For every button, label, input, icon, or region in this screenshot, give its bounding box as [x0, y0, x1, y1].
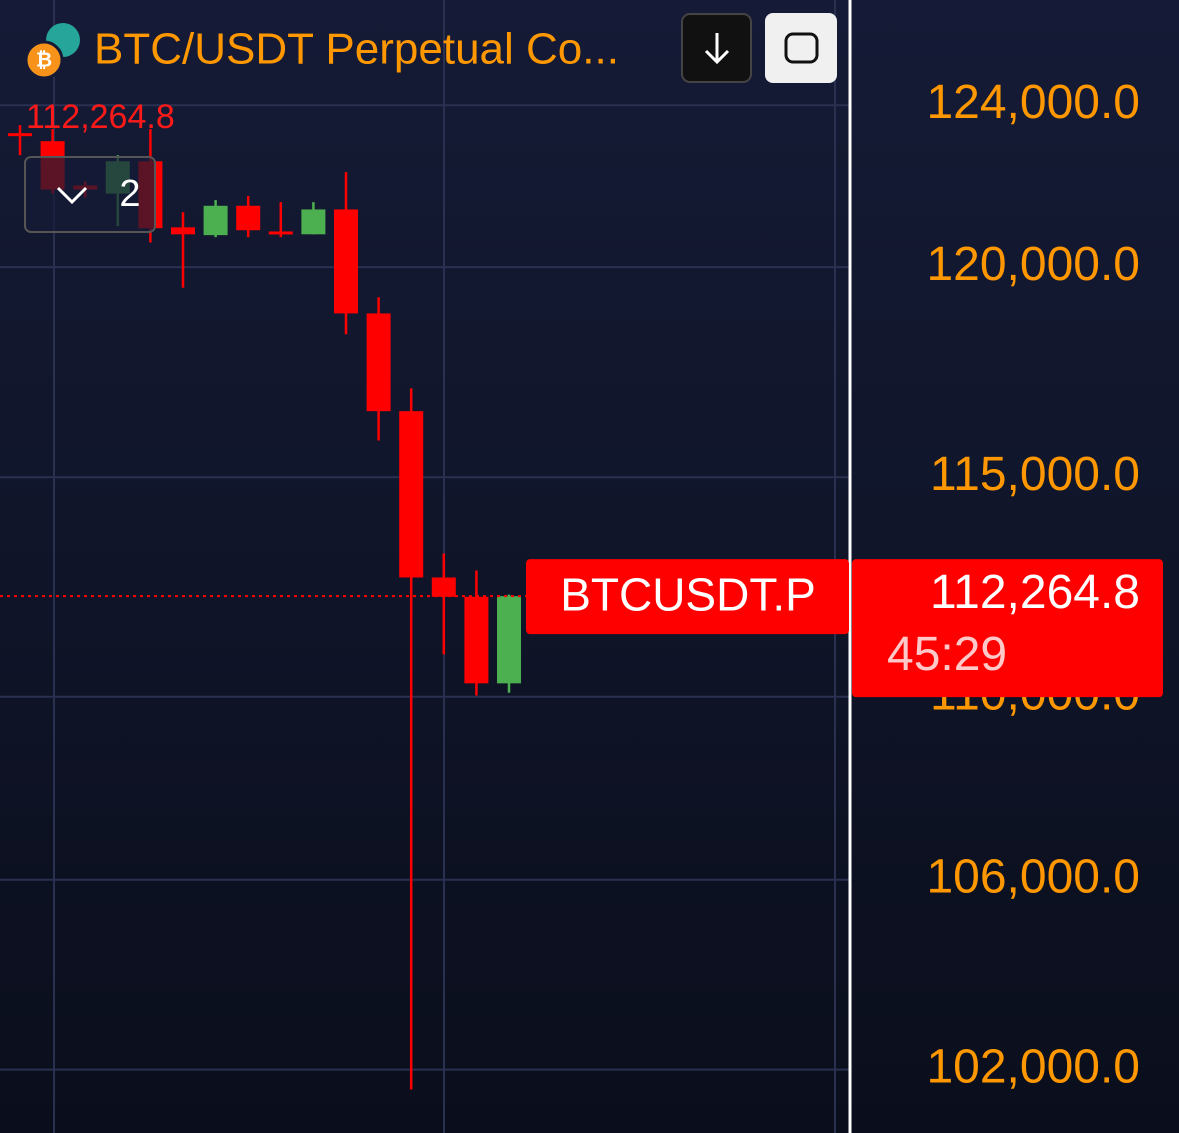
candle-body	[203, 205, 228, 236]
chart-title: BTC/USDT Perpetual Co...	[94, 25, 619, 74]
btc-icon	[24, 40, 64, 80]
countdown: 45:29	[887, 628, 1007, 681]
candle-body	[399, 411, 424, 578]
last-price-label: 112,264.8	[26, 98, 175, 136]
y-tick-label: 124,000.0	[926, 76, 1140, 129]
candle-body	[431, 577, 456, 597]
fullscreen-button[interactable]	[765, 13, 837, 83]
candle-body	[268, 231, 293, 235]
candle-body	[334, 209, 358, 314]
symbol-badge	[526, 559, 849, 635]
candle-body	[8, 133, 32, 137]
overlay: ₿ BTC/USDT Perpetual Co... 112,264.8 2	[24, 13, 837, 233]
y-tick-label: 102,000.0	[926, 1040, 1140, 1093]
y-tick-label: 106,000.0	[926, 850, 1140, 903]
candle-body	[171, 227, 195, 235]
y-tick-label: 115,000.0	[930, 448, 1140, 501]
price-badge	[852, 559, 1163, 698]
y-tick-label: 120,000.0	[926, 238, 1140, 291]
btc-glyph: ₿	[36, 49, 52, 71]
fullscreen-icon	[784, 32, 819, 64]
candle-body	[301, 209, 326, 235]
collapsed-count: 2	[119, 173, 140, 215]
symbol-label: BTCUSDT.P	[560, 568, 816, 620]
candle-body	[366, 313, 391, 412]
h-grid	[0, 104, 850, 1071]
chevron-icon	[56, 186, 88, 205]
indicator-toggle[interactable]	[24, 156, 156, 233]
candle-body	[464, 596, 489, 684]
price-axis: 102,000.0106,000.0110,000.0115,000.0120,…	[926, 76, 1140, 1093]
price-badge-value: 112,264.8	[930, 566, 1140, 619]
candle-body	[497, 596, 521, 684]
candle-body	[236, 205, 261, 231]
arrow-down-icon	[704, 33, 730, 65]
